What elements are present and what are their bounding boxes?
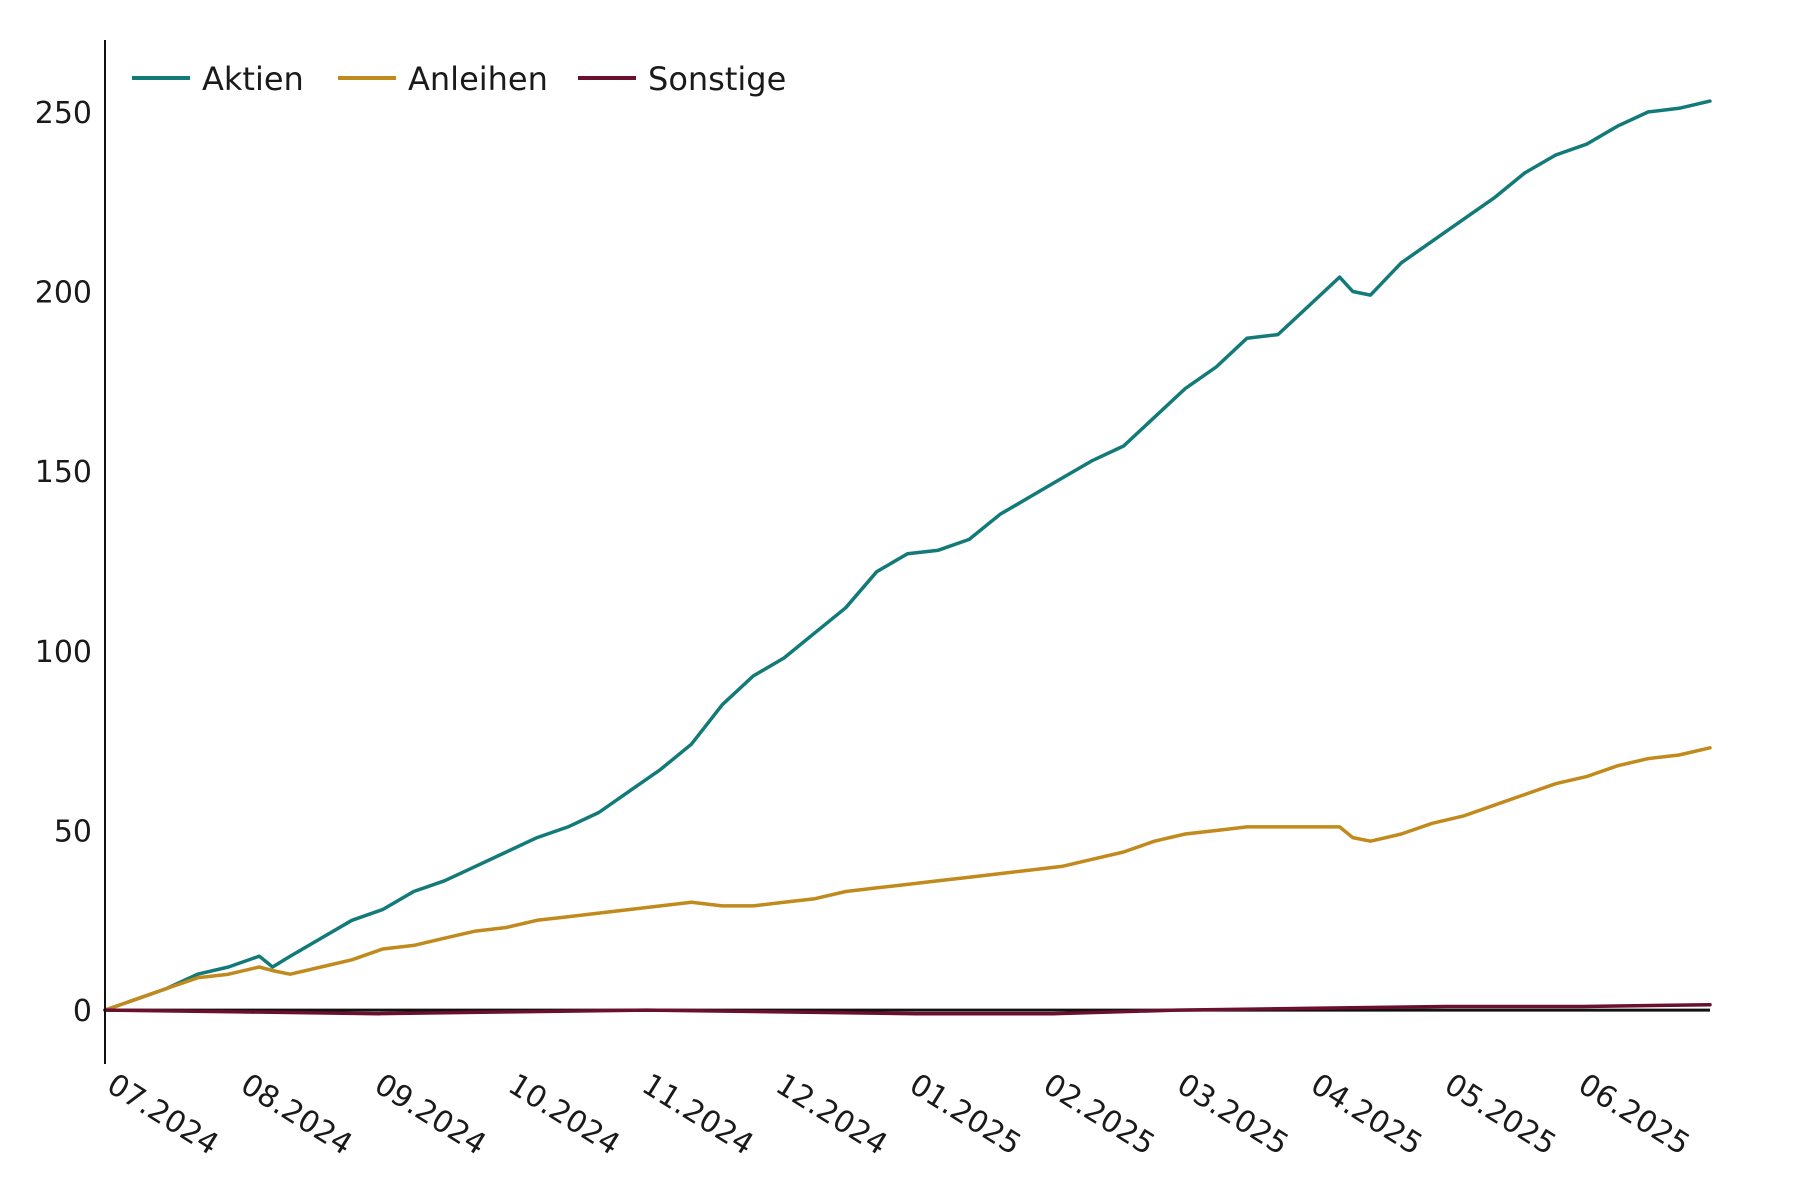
x-tick-label: 04.2025 bbox=[1305, 1067, 1429, 1162]
series-layer bbox=[103, 99, 1712, 1016]
x-tick-label: 07.2024 bbox=[101, 1067, 225, 1162]
y-tick-label: 200 bbox=[35, 276, 92, 311]
y-tick-label: 100 bbox=[35, 635, 92, 670]
y-tick-label: 0 bbox=[73, 994, 92, 1029]
legend-label-anleihen: Anleihen bbox=[408, 60, 548, 98]
x-tick-label: 03.2025 bbox=[1171, 1067, 1295, 1162]
y-tick-label: 150 bbox=[35, 455, 92, 490]
y-tick-labels: 0 50 100 150 200 250 bbox=[35, 96, 92, 1029]
series-line-aktien bbox=[103, 99, 1712, 1012]
x-tick-labels: 07.2024 08.2024 09.2024 10.2024 11.2024 12.20… bbox=[101, 1067, 1696, 1162]
legend-label-sonstige: Sonstige bbox=[648, 60, 786, 98]
y-tick-label: 250 bbox=[35, 96, 92, 131]
series-line-sonstige bbox=[103, 1002, 1712, 1016]
x-tick-label: 09.2024 bbox=[368, 1067, 492, 1162]
x-tick-label: 06.2025 bbox=[1572, 1067, 1696, 1162]
series-line-anleihen bbox=[103, 746, 1712, 1012]
legend-label-aktien: Aktien bbox=[202, 60, 304, 98]
x-tick-label: 08.2024 bbox=[235, 1067, 359, 1162]
x-tick-label: 10.2024 bbox=[502, 1067, 626, 1162]
x-tick-label: 02.2025 bbox=[1037, 1067, 1161, 1162]
x-tick-label: 01.2025 bbox=[903, 1067, 1027, 1162]
x-tick-label: 05.2025 bbox=[1438, 1067, 1562, 1162]
legend: Aktien Anleihen Sonstige bbox=[132, 60, 786, 98]
y-tick-label: 50 bbox=[54, 814, 92, 849]
x-tick-label: 12.2024 bbox=[770, 1067, 894, 1162]
x-tick-label: 11.2024 bbox=[636, 1067, 760, 1162]
